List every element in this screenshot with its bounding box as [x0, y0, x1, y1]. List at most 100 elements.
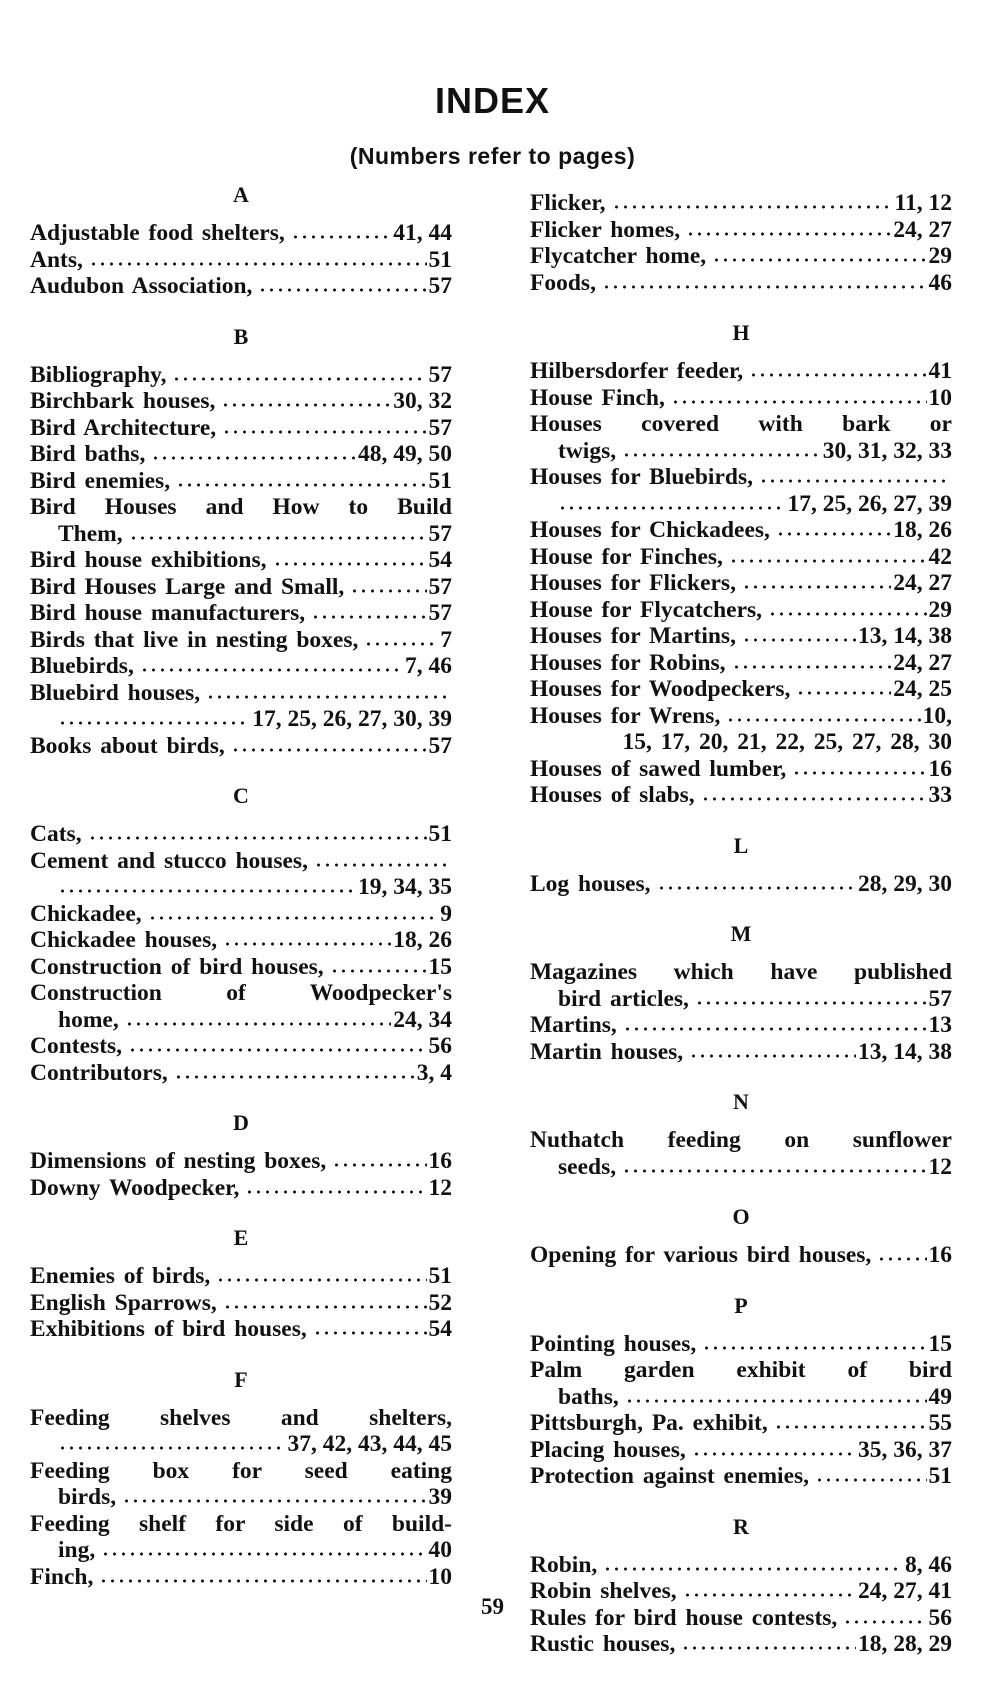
- entry-text: Birchbark houses,: [30, 388, 216, 414]
- entry-text: Dimensions of nesting boxes,: [30, 1148, 327, 1174]
- index-entry-line: Feeding box for seed eating: [30, 1458, 452, 1485]
- section-letter-heading: P: [734, 1292, 748, 1318]
- index-entry-line: Houses for Bluebirds,: [530, 464, 952, 491]
- page-references: 24, 34: [393, 1006, 452, 1033]
- index-entry-line: Rustic houses, 18, 28, 29: [530, 1631, 952, 1658]
- section-letter-heading: O: [732, 1204, 750, 1229]
- dot-leader: [258, 273, 427, 293]
- index-entry-line: House for Finches, 42: [530, 543, 952, 571]
- dot-leader: [350, 573, 427, 594]
- page-references: 17, 25, 26, 27, 39: [787, 490, 953, 517]
- entry-text: baths,: [558, 1383, 619, 1410]
- index-entry-line: Martins, 13: [530, 1012, 952, 1039]
- entry-text: Pittsburgh, Pa. exhibit,: [530, 1410, 768, 1436]
- dot-leader: [329, 953, 427, 974]
- page-references: 55: [928, 1410, 953, 1436]
- entry-text: ing,: [58, 1537, 96, 1563]
- dot-leader: [101, 1537, 427, 1557]
- entry-text: Flycatcher home,: [530, 243, 707, 269]
- index-entry-line: Construction of Woodpecker's: [30, 980, 452, 1007]
- entry-text: Audubon Association,: [30, 273, 253, 299]
- index-entry-line: seeds, 12: [530, 1153, 952, 1181]
- page-references: 57: [428, 414, 453, 441]
- page-references: 48, 49, 50: [358, 441, 452, 467]
- entry-text: 15, 17, 20, 21, 22, 25, 27, 28, 30: [622, 729, 953, 755]
- index-entry-line: Pointing houses, 15: [530, 1330, 953, 1358]
- section-letter-heading: D: [233, 1110, 249, 1135]
- dot-leader: [558, 490, 786, 511]
- dot-leader: [728, 543, 927, 564]
- dot-leader: [172, 361, 427, 382]
- page-references: 30, 31, 32, 33: [822, 437, 952, 464]
- entry-text: Bibliography,: [30, 361, 167, 388]
- index-entry-line: baths, 49: [530, 1383, 953, 1411]
- dot-leader: [245, 1174, 427, 1195]
- page-references: 24, 27: [893, 570, 952, 596]
- index-entry-line: Martin houses, 13, 14, 38: [530, 1038, 952, 1066]
- page-subtitle: (Numbers refer to pages): [349, 143, 636, 169]
- dot-leader: [206, 679, 450, 700]
- dot-leader: [128, 1033, 427, 1053]
- dot-leader: [364, 626, 439, 647]
- page-references: 29: [928, 243, 953, 269]
- page-title: INDEX: [434, 80, 551, 121]
- dot-leader: [843, 1604, 927, 1625]
- index-entry-line: Audubon Association, 57: [30, 273, 452, 300]
- entry-text: seeds,: [558, 1153, 617, 1180]
- index-entry-line: 15, 17, 20, 21, 22, 25, 27, 28, 30: [530, 729, 953, 756]
- entry-text: Houses covered with bark or: [530, 411, 952, 437]
- index-entry-line: Ants, 51: [30, 246, 452, 274]
- page-references: 10,: [922, 702, 952, 729]
- entry-text: Enemies of birds,: [30, 1263, 211, 1289]
- page-references: 12: [428, 1174, 453, 1201]
- page-references: 17, 25, 26, 27, 30, 39: [252, 706, 452, 732]
- dot-leader: [775, 517, 892, 537]
- page-references: 3, 4: [416, 1059, 452, 1086]
- dot-leader: [128, 520, 427, 541]
- entry-text: Houses for Chickadees,: [530, 517, 770, 543]
- entry-text: Bird house exhibitions,: [30, 547, 267, 573]
- index-entry-line: Chickadee, 9: [30, 900, 452, 928]
- index-entry-line: birds, 39: [30, 1484, 452, 1511]
- entry-text: Flicker,: [530, 190, 606, 216]
- page-references: 54: [428, 1316, 453, 1342]
- page-references: 7, 46: [405, 653, 452, 679]
- index-entry-line: Opening for various bird houses, 16: [530, 1242, 952, 1269]
- index-entry-line: Flicker homes, 24, 27: [530, 216, 952, 244]
- entry-text: Log houses,: [530, 870, 651, 897]
- page-references: 49: [928, 1383, 953, 1410]
- page-references: 57: [428, 600, 453, 626]
- index-entry-line: ing, 40: [30, 1537, 452, 1564]
- page-references: 16: [928, 755, 953, 782]
- page-references: 15: [928, 1330, 953, 1357]
- entry-text: Palm garden exhibit of bird: [530, 1357, 952, 1383]
- dot-leader: [332, 1148, 427, 1168]
- dot-leader: [622, 1012, 927, 1032]
- index-entry-line: 37, 42, 43, 44, 45: [30, 1431, 452, 1458]
- index-entry-line: Houses of slabs, 33: [530, 782, 952, 809]
- dot-leader: [700, 782, 927, 802]
- index-entry-line: 17, 25, 26, 27, 39: [530, 490, 953, 518]
- entry-text: Books about birds,: [30, 732, 225, 759]
- index-entry-line: Contributors, 3, 4: [30, 1059, 452, 1087]
- dot-leader: [624, 1383, 927, 1404]
- page-references: 13: [928, 1012, 953, 1038]
- entry-text: Contests,: [30, 1033, 123, 1059]
- page-number: 59: [481, 1594, 504, 1619]
- dot-leader: [702, 1330, 927, 1351]
- entry-text: Chickadee,: [30, 900, 142, 927]
- entry-text: Them,: [58, 520, 123, 547]
- entry-text: Bluebird houses,: [30, 679, 201, 706]
- entry-text: Nuthatch feeding on sunflower: [530, 1127, 952, 1153]
- entry-text: home,: [58, 1006, 119, 1033]
- index-entry-line: Them, 57: [30, 520, 452, 548]
- entry-text: Chickadee houses,: [30, 927, 218, 953]
- page-references: 37, 42, 43, 44, 45: [287, 1431, 453, 1457]
- entry-text: Houses for Wrens,: [530, 702, 721, 729]
- dot-leader: [151, 441, 356, 461]
- index-entry-line: Bird Houses Large and Small, 57: [30, 573, 452, 601]
- index-entry-line: Bird house exhibitions, 54: [30, 547, 452, 574]
- index-entry-line: Houses for Woodpeckers, 24, 25: [530, 676, 952, 703]
- page-references: 28, 29, 30: [858, 870, 952, 897]
- dot-leader: [611, 190, 893, 210]
